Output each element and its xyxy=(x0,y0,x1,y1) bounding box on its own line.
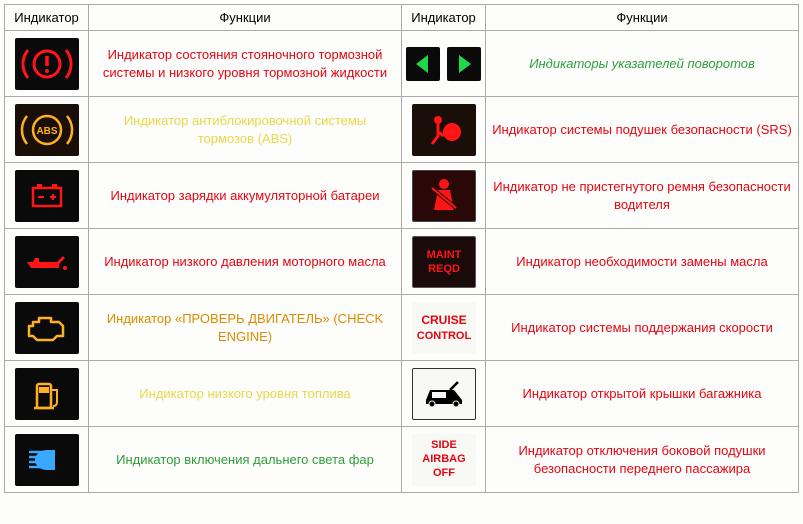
function-text: Индикатор «ПРОВЕРЬ ДВИГАТЕЛЬ» (CHECK ENG… xyxy=(89,295,402,361)
indicator-icon-cell xyxy=(402,31,486,97)
svg-text:CRUISE: CRUISE xyxy=(421,313,466,327)
function-text: Индикатор системы поддержания скорости xyxy=(486,295,799,361)
svg-text:CONTROL: CONTROL xyxy=(416,330,471,342)
col-header: Индикатор xyxy=(402,5,486,31)
indicator-icon-cell xyxy=(402,163,486,229)
indicator-icon-cell xyxy=(5,427,89,493)
svg-text:REQD: REQD xyxy=(428,263,460,275)
table-row: Индикатор низкого давления моторного мас… xyxy=(5,229,799,295)
function-text: Индикатор низкого уровня топлива xyxy=(89,361,402,427)
table-row: Индикатор низкого уровня топлива Индикат… xyxy=(5,361,799,427)
table-row: Индикатор включения дальнего света фар S… xyxy=(5,427,799,493)
function-text: Индикаторы указателей поворотов xyxy=(486,31,799,97)
function-text: Индикатор системы подушек безопасности (… xyxy=(486,97,799,163)
table-row: Индикатор зарядки аккумуляторной батареи… xyxy=(5,163,799,229)
indicator-icon-cell: ABS xyxy=(5,97,89,163)
indicator-icon-cell xyxy=(5,31,89,97)
indicator-icon-cell: MAINT REQD xyxy=(402,229,486,295)
function-text: Индикатор открытой крышки багажника xyxy=(486,361,799,427)
header-row: Индикатор Функции Индикатор Функции xyxy=(5,5,799,31)
svg-text:SIDE: SIDE xyxy=(431,439,457,451)
function-text: Индикатор антиблокировочной системы торм… xyxy=(89,97,402,163)
function-text: Индикатор не пристегнутого ремня безопас… xyxy=(486,163,799,229)
function-text: Индикатор включения дальнего света фар xyxy=(89,427,402,493)
indicator-icon-cell xyxy=(5,295,89,361)
col-header: Функции xyxy=(89,5,402,31)
indicator-icon-cell xyxy=(5,163,89,229)
function-text: Индикатор низкого давления моторного мас… xyxy=(89,229,402,295)
col-header: Функции xyxy=(486,5,799,31)
table-row: Индикатор «ПРОВЕРЬ ДВИГАТЕЛЬ» (CHECK ENG… xyxy=(5,295,799,361)
indicator-icon-cell xyxy=(402,361,486,427)
function-text: Индикатор необходимости замены масла xyxy=(486,229,799,295)
indicator-icon-cell xyxy=(5,361,89,427)
indicator-table: Индикатор Функции Индикатор Функции Инди… xyxy=(4,4,799,493)
function-text: Индикатор зарядки аккумуляторной батареи xyxy=(89,163,402,229)
svg-text:ABS: ABS xyxy=(36,126,57,137)
indicator-icon-cell xyxy=(402,97,486,163)
indicator-icon-cell xyxy=(5,229,89,295)
function-text: Индикатор состояния стояночного тормозно… xyxy=(89,31,402,97)
table-row: Индикатор состояния стояночного тормозно… xyxy=(5,31,799,97)
table-row: ABS Индикатор антиблокировочной системы … xyxy=(5,97,799,163)
function-text: Индикатор отключения боковой подушки без… xyxy=(486,427,799,493)
svg-text:MAINT: MAINT xyxy=(426,249,461,261)
indicator-icon-cell: SIDE AIRBAG OFF xyxy=(402,427,486,493)
svg-text:OFF: OFF xyxy=(433,467,455,479)
svg-text:AIRBAG: AIRBAG xyxy=(422,453,465,465)
col-header: Индикатор xyxy=(5,5,89,31)
indicator-icon-cell: CRUISE CONTROL xyxy=(402,295,486,361)
